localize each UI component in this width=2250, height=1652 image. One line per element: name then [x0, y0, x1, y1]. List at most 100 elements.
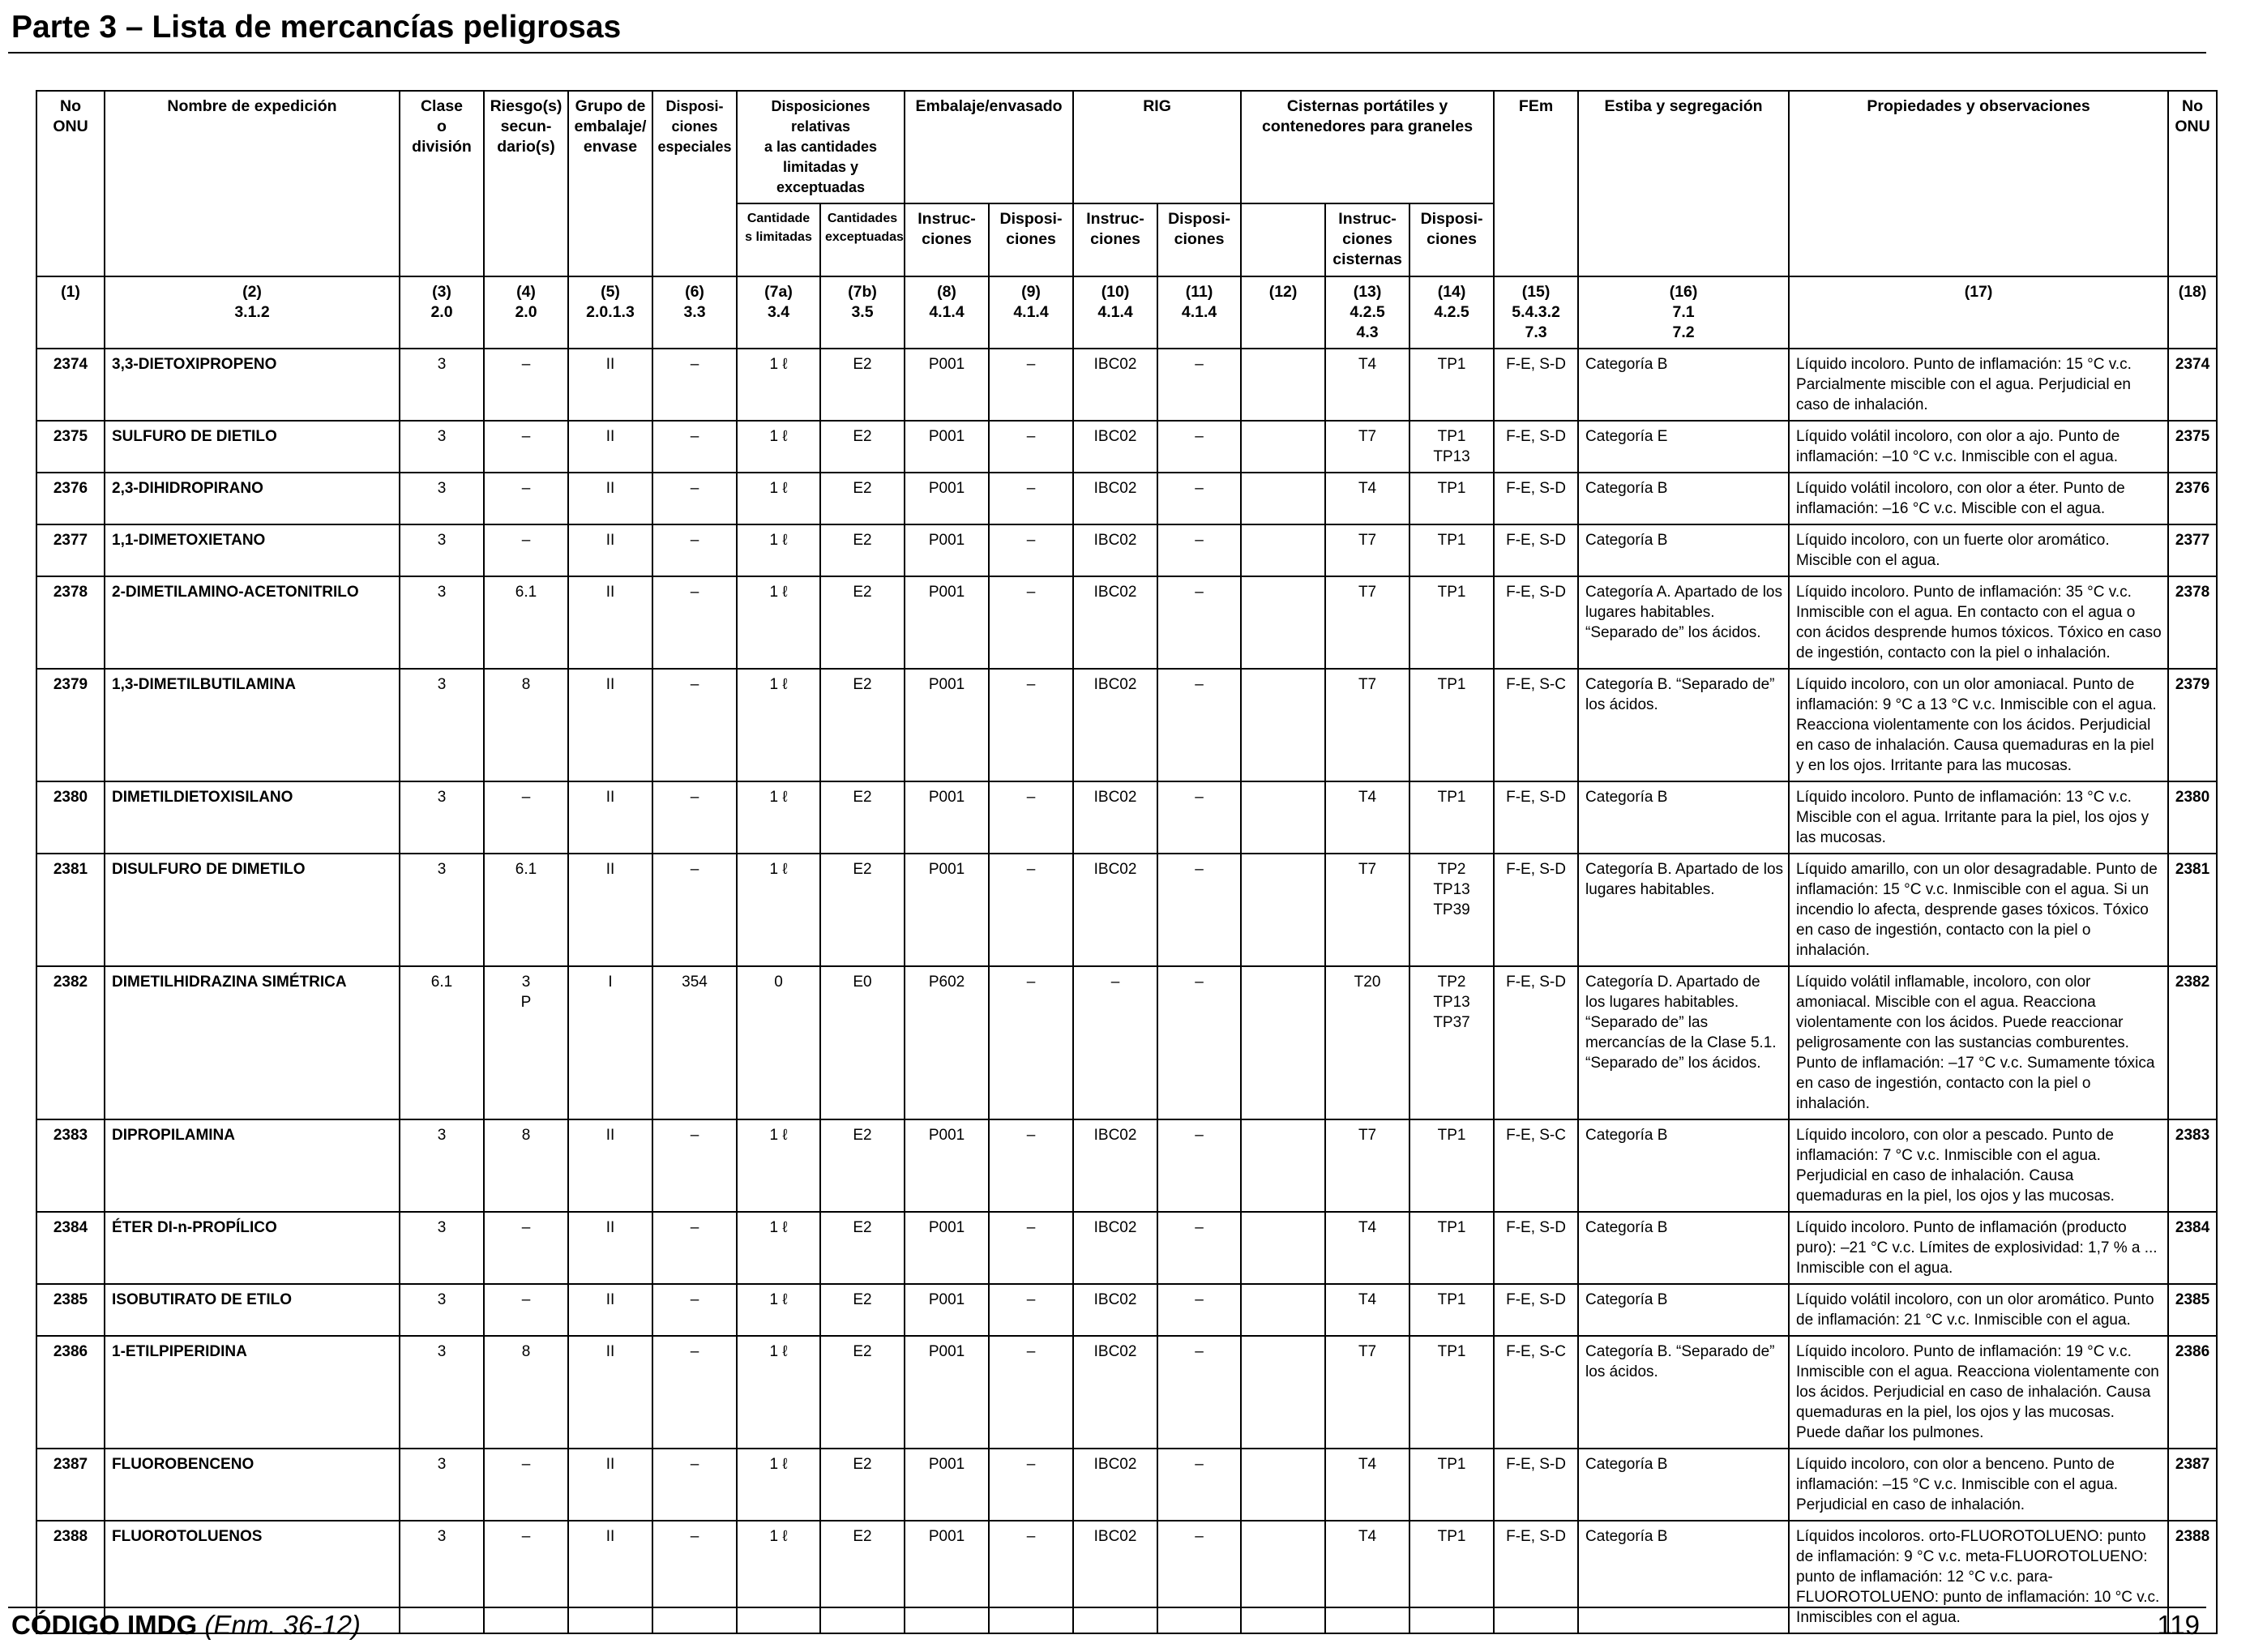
- cell-ibc-instruction: IBC02: [1072, 668, 1159, 782]
- cell-ibc-instruction: IBC02: [1072, 1335, 1159, 1449]
- cell-excepted-quantity: E2: [819, 668, 906, 782]
- column-number: (6) 3.3: [652, 276, 738, 349]
- cell-tank-provision: TP1: [1409, 1448, 1495, 1521]
- cell-limited-quantity: 1 ℓ: [736, 1335, 821, 1449]
- header-embalaje: Embalaje/envasado: [904, 90, 1075, 204]
- cell-shipping-name: DISULFURO DE DIMETILO: [104, 853, 400, 967]
- cell-limited-quantity: 1 ℓ: [736, 420, 821, 473]
- cell-un-number-end: 2374: [2167, 348, 2218, 422]
- cell-properties: Líquido volátil incoloro, con olor a éte…: [1788, 472, 2170, 525]
- cell-ems: F-E, S-C: [1493, 668, 1580, 782]
- column-number: (1): [36, 276, 105, 349]
- cell-ems: F-E, S-D: [1493, 1520, 1580, 1634]
- cell-shipping-name: DIMETILHIDRAZINA SIMÉTRICA: [104, 965, 400, 1120]
- cell-packing-group: II: [567, 1448, 653, 1521]
- cell-class: 3: [399, 1520, 485, 1634]
- cell-shipping-name: SULFURO DE DIETILO: [104, 420, 400, 473]
- page-number: 119: [2157, 1610, 2200, 1640]
- cell-excepted-quantity: E2: [819, 1335, 906, 1449]
- cell-tank-instruction: T4: [1324, 348, 1411, 422]
- cell-col-12: [1240, 781, 1327, 854]
- header-cant-exceptuadas: Cantidades exceptuadas: [819, 203, 906, 277]
- cell-col-12: [1240, 668, 1327, 782]
- cell-subsidiary-risk: –: [483, 348, 569, 422]
- cell-col-12: [1240, 853, 1327, 967]
- cell-properties: Líquido volátil inflamable, incoloro, co…: [1788, 965, 2170, 1120]
- cell-stowage: Categoría B: [1577, 1119, 1790, 1213]
- cell-properties: Líquido incoloro, con olor a pescado. Pu…: [1788, 1119, 2170, 1213]
- cell-tank-instruction: T4: [1324, 1448, 1411, 1521]
- cell-packing-provision: –: [988, 965, 1075, 1120]
- cell-shipping-name: 1,1-DIMETOXIETANO: [104, 524, 400, 577]
- cell-col-12: [1240, 576, 1327, 670]
- header-cist-instr: Instruc-ciones cisternas: [1324, 203, 1411, 277]
- cell-special-provisions: –: [652, 668, 738, 782]
- table-row: 2381 DISULFURO DE DIMETILO 3 6.1 II –1 ℓ E2 P00…: [36, 853, 2218, 967]
- cell-packing-group: II: [567, 348, 653, 422]
- cell-subsidiary-risk: –: [483, 781, 569, 854]
- cell-tank-provision: TP1: [1409, 781, 1495, 854]
- cell-class: 3: [399, 668, 485, 782]
- cell-class: 3: [399, 1211, 485, 1285]
- cell-special-provisions: –: [652, 472, 738, 525]
- cell-un-number: 2384: [36, 1211, 105, 1285]
- cell-packing-provision: –: [988, 1283, 1075, 1337]
- cell-class: 6.1: [399, 965, 485, 1120]
- column-number: (9) 4.1.4: [988, 276, 1075, 349]
- cell-subsidiary-risk: –: [483, 1211, 569, 1285]
- cell-packing-provision: –: [988, 420, 1075, 473]
- cell-limited-quantity: 1 ℓ: [736, 1211, 821, 1285]
- cell-ibc-instruction: IBC02: [1072, 576, 1159, 670]
- cell-shipping-name: DIPROPILAMINA: [104, 1119, 400, 1213]
- cell-packing-instruction: P001: [904, 1119, 990, 1213]
- cell-ems: F-E, S-D: [1493, 1283, 1580, 1337]
- cell-packing-group: II: [567, 420, 653, 473]
- cell-ibc-provision: –: [1157, 472, 1243, 525]
- cell-ibc-instruction: IBC02: [1072, 348, 1159, 422]
- cell-packing-instruction: P001: [904, 853, 990, 967]
- page-title: Parte 3 – Lista de mercancías peligrosas: [11, 10, 622, 45]
- cell-special-provisions: –: [652, 1211, 738, 1285]
- cell-col-12: [1240, 1520, 1327, 1634]
- header-cant-limitadas: Cantidade s limitadas: [736, 203, 821, 277]
- cell-un-number: 2375: [36, 420, 105, 473]
- cell-packing-instruction: P001: [904, 1211, 990, 1285]
- cell-stowage: Categoría B: [1577, 472, 1790, 525]
- cell-special-provisions: –: [652, 1335, 738, 1449]
- cell-properties: Líquidos incoloros. orto-FLUOROTOLUENO: …: [1788, 1520, 2170, 1634]
- cell-stowage: Categoría B: [1577, 1448, 1790, 1521]
- column-number: (11) 4.1.4: [1157, 276, 1243, 349]
- cell-tank-provision: TP1 TP13: [1409, 420, 1495, 473]
- cell-tank-instruction: T4: [1324, 1520, 1411, 1634]
- cell-limited-quantity: 1 ℓ: [736, 1520, 821, 1634]
- cell-packing-group: II: [567, 1119, 653, 1213]
- column-number: (16) 7.1 7.2: [1577, 276, 1790, 349]
- cell-subsidiary-risk: –: [483, 1520, 569, 1634]
- cell-packing-instruction: P001: [904, 472, 990, 525]
- cell-subsidiary-risk: 6.1: [483, 576, 569, 670]
- cell-ems: F-E, S-C: [1493, 1335, 1580, 1449]
- cell-tank-instruction: T7: [1324, 524, 1411, 577]
- cell-un-number: 2388: [36, 1520, 105, 1634]
- table-row: 2376 2,3-DIHIDROPIRANO 3– II –1 ℓ E2 P001– IBC0…: [36, 472, 2218, 525]
- cell-tank-instruction: T20: [1324, 965, 1411, 1120]
- cell-ems: F-E, S-D: [1493, 576, 1580, 670]
- cell-ems: F-E, S-C: [1493, 1119, 1580, 1213]
- cell-special-provisions: –: [652, 576, 738, 670]
- header-row-1: No ONU Nombre de expedición Clase o divisió…: [36, 90, 2218, 277]
- column-number: (7a) 3.4: [736, 276, 821, 349]
- top-rule: [8, 52, 2206, 53]
- cell-packing-instruction: P001: [904, 781, 990, 854]
- cell-packing-provision: –: [988, 1448, 1075, 1521]
- column-number: (8) 4.1.4: [904, 276, 990, 349]
- cell-col-12: [1240, 1211, 1327, 1285]
- column-number-row: (1) (2) 3.1.2 (3) 2.0 (4) 2.0 (5) 2.0.1.3 (6) 3.3(…: [36, 276, 2218, 349]
- header-emb-instr: Instruc-ciones: [904, 203, 990, 277]
- cell-class: 3: [399, 576, 485, 670]
- cell-tank-instruction: T7: [1324, 576, 1411, 670]
- cell-packing-instruction: P001: [904, 1283, 990, 1337]
- cell-packing-group: II: [567, 668, 653, 782]
- cell-excepted-quantity: E2: [819, 1448, 906, 1521]
- table-row: 2384 ÉTER DI-n-PROPÍLICO 3– II –1 ℓ E2 P001– IB…: [36, 1211, 2218, 1285]
